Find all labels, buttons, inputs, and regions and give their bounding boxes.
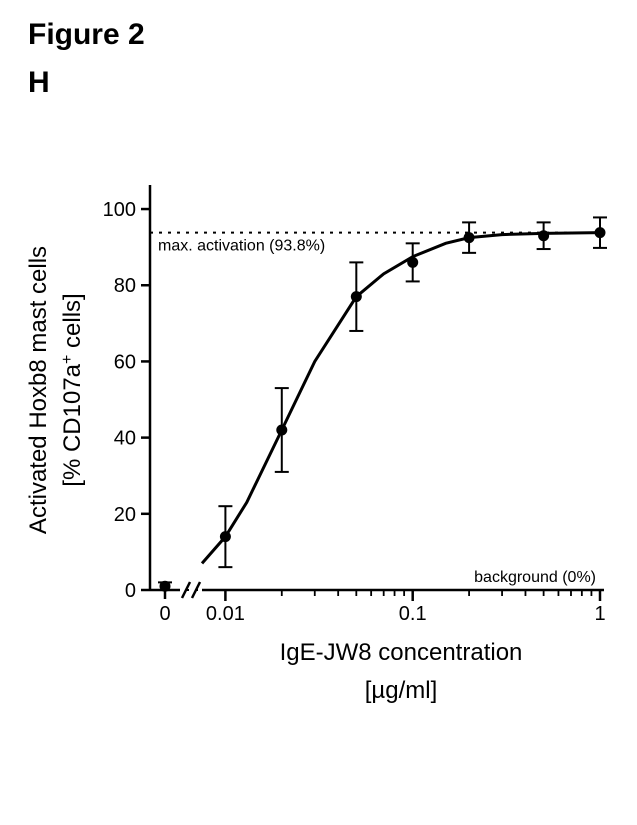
svg-text:IgE-JW8 concentration: IgE-JW8 concentration: [280, 639, 523, 666]
svg-text:0.01: 0.01: [206, 603, 245, 625]
dose-response-chart: 0 20 40 60 80 100 0 0.01 0.1 1 max. activation (93…: [0, 140, 637, 820]
svg-text:80: 80: [114, 275, 136, 297]
svg-text:background (0%): background (0%): [474, 569, 596, 586]
chart-container: 0 20 40 60 80 100 0 0.01 0.1 1 max. activation (93…: [0, 140, 637, 820]
svg-text:20: 20: [114, 504, 136, 526]
panel-letter: H: [28, 66, 50, 100]
svg-text:40: 40: [114, 428, 136, 450]
svg-text:100: 100: [103, 199, 136, 221]
svg-text:60: 60: [114, 351, 136, 373]
svg-text:Activated Hoxb8 mast cells: Activated Hoxb8 mast cells: [25, 246, 52, 534]
figure-number: Figure 2: [28, 18, 145, 51]
svg-text:[% CD107a+ cells]: [% CD107a+ cells]: [59, 293, 87, 486]
figure-title: Figure 2: [28, 18, 145, 52]
svg-text:[µg/ml]: [µg/ml]: [365, 677, 438, 704]
svg-text:1: 1: [594, 603, 605, 625]
svg-text:0: 0: [125, 580, 136, 602]
svg-text:0.1: 0.1: [399, 603, 427, 625]
svg-text:max. activation (93.8%): max. activation (93.8%): [158, 238, 325, 255]
svg-text:0: 0: [159, 603, 170, 625]
